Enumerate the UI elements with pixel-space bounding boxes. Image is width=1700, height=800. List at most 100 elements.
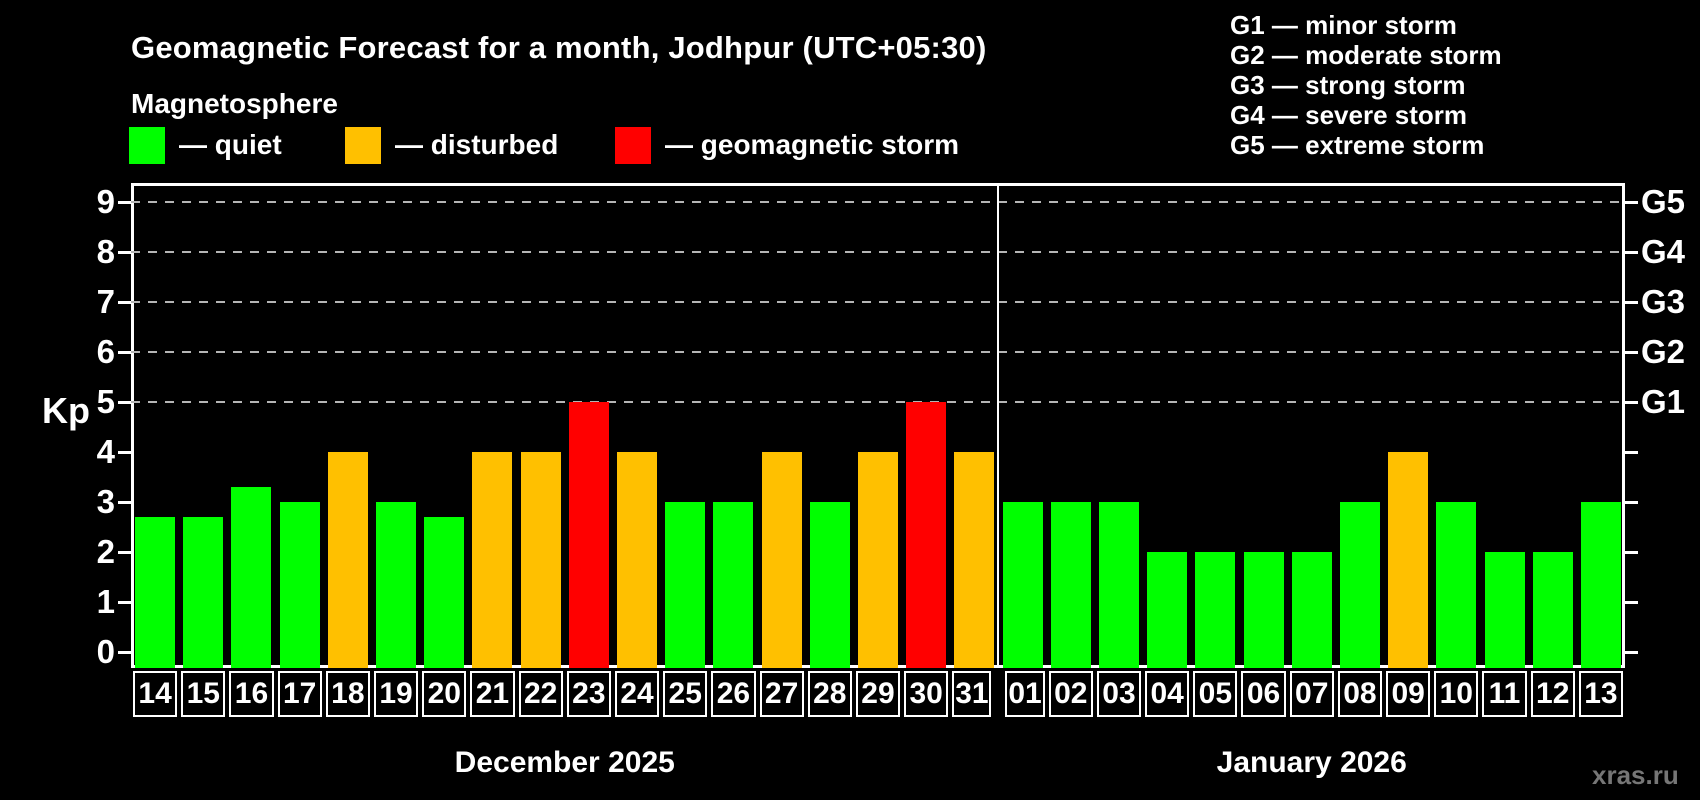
y-tick-right bbox=[1625, 601, 1638, 604]
kp-bar bbox=[568, 402, 609, 668]
y-tick-right bbox=[1625, 201, 1638, 204]
g-axis-label-g1: G1 bbox=[1641, 383, 1686, 420]
kp-bar bbox=[1532, 552, 1573, 668]
day-label: 25 bbox=[663, 671, 708, 717]
y-tick-left bbox=[118, 501, 131, 504]
kp-bar bbox=[1291, 552, 1332, 668]
y-tick-label: 1 bbox=[96, 583, 115, 620]
plot-border-top bbox=[131, 183, 1625, 186]
watermark-xras: xras.ru bbox=[1592, 760, 1679, 790]
y-tick-label: 6 bbox=[96, 333, 115, 370]
y-tick-right bbox=[1625, 351, 1638, 354]
y-tick-label: 5 bbox=[96, 383, 115, 420]
day-label: 24 bbox=[614, 671, 660, 717]
kp-bar bbox=[1098, 502, 1139, 668]
kp-bar bbox=[1484, 552, 1525, 668]
day-label: 05 bbox=[1193, 671, 1238, 717]
g-axis-label-g3: G3 bbox=[1641, 283, 1686, 320]
day-label: 10 bbox=[1434, 671, 1479, 717]
day-label: 27 bbox=[759, 671, 804, 717]
y-tick-right bbox=[1625, 251, 1638, 254]
kp-bar bbox=[1436, 502, 1477, 668]
subtitle-magnetosphere: Magnetosphere bbox=[131, 88, 338, 119]
legend-label-storm: — geomagnetic storm bbox=[665, 129, 960, 160]
y-tick-right bbox=[1625, 501, 1638, 504]
kp-bar bbox=[231, 487, 272, 668]
g-legend-line-g3: G3 — strong storm bbox=[1230, 70, 1466, 100]
y-tick-label: 2 bbox=[96, 533, 115, 570]
y-tick-right bbox=[1625, 451, 1638, 454]
kp-bar bbox=[1050, 502, 1091, 668]
kp-bar bbox=[520, 452, 561, 668]
day-label: 01 bbox=[1005, 671, 1045, 717]
kp-bar bbox=[327, 452, 368, 668]
plot-area: 0 1 2 3 4 5 6 7 8 9 G1 G2 G3 G4 G5 bbox=[97, 183, 1685, 670]
day-label: 17 bbox=[277, 671, 322, 717]
kp-bar bbox=[1147, 552, 1188, 668]
g-axis-label-g2: G2 bbox=[1641, 333, 1686, 370]
day-label: 28 bbox=[807, 671, 852, 717]
month-divider-line bbox=[997, 183, 1000, 668]
kp-bar bbox=[376, 502, 417, 668]
legend-label-quiet: — quiet bbox=[179, 129, 282, 160]
day-label: 14 bbox=[133, 671, 178, 717]
legend-label-disturbed: — disturbed bbox=[395, 129, 559, 160]
kp-bar bbox=[1243, 552, 1284, 668]
kp-bar bbox=[1002, 502, 1043, 668]
gridline-kp9 bbox=[131, 201, 1625, 203]
y-tick-label: 7 bbox=[96, 283, 115, 320]
day-label: 15 bbox=[181, 671, 226, 717]
y-tick-right bbox=[1625, 551, 1638, 554]
y-axis-title-kp: Kp bbox=[42, 390, 90, 431]
y-axis-line bbox=[131, 183, 134, 668]
g-legend-line-g1: G1 — minor storm bbox=[1230, 10, 1457, 40]
quiet-color-swatch bbox=[129, 126, 165, 164]
g-legend-line-g4: G4 — severe storm bbox=[1230, 100, 1468, 130]
day-label: 19 bbox=[373, 671, 419, 717]
y-tick-left bbox=[118, 201, 131, 204]
gridline-kp7 bbox=[131, 301, 1625, 303]
day-label: 18 bbox=[325, 671, 370, 717]
storm-color-swatch bbox=[615, 126, 651, 164]
kp-bar bbox=[424, 517, 465, 668]
kp-bar bbox=[279, 502, 320, 668]
y-tick-label: 3 bbox=[96, 483, 115, 520]
y-tick-right bbox=[1625, 301, 1638, 304]
y-tick-left bbox=[118, 351, 131, 354]
day-label: 11 bbox=[1482, 671, 1527, 717]
g-scale-legend: G1 — minor storm G2 — moderate storm G3 … bbox=[1230, 10, 1502, 160]
kp-bar bbox=[1580, 502, 1621, 668]
kp-bar bbox=[135, 517, 176, 668]
day-label: 21 bbox=[470, 671, 515, 717]
kp-bar bbox=[954, 452, 995, 668]
day-label: 31 bbox=[952, 671, 992, 717]
legend-item-disturbed: — disturbed bbox=[345, 126, 558, 164]
day-label: 20 bbox=[422, 671, 467, 717]
day-label: 02 bbox=[1048, 671, 1093, 717]
day-label: 04 bbox=[1145, 671, 1190, 717]
day-label: 12 bbox=[1530, 671, 1575, 717]
y-tick-right bbox=[1625, 401, 1638, 404]
g-legend-line-g5: G5 — extreme storm bbox=[1230, 130, 1485, 160]
day-label: 09 bbox=[1386, 671, 1431, 717]
y-tick-right bbox=[1625, 651, 1638, 654]
day-label: 13 bbox=[1578, 671, 1623, 717]
y-tick-left bbox=[118, 401, 131, 404]
day-label: 23 bbox=[566, 671, 611, 717]
day-label: 30 bbox=[904, 671, 949, 717]
kp-bar bbox=[1195, 552, 1236, 668]
day-label: 26 bbox=[711, 671, 756, 717]
g-axis-label-g5: G5 bbox=[1641, 183, 1686, 220]
page-title: Geomagnetic Forecast for a month, Jodhpu… bbox=[131, 30, 987, 65]
day-label: 06 bbox=[1241, 671, 1286, 717]
gridline-kp5 bbox=[131, 401, 1625, 403]
day-label: 16 bbox=[229, 671, 274, 717]
g-legend-line-g2: G2 — moderate storm bbox=[1230, 40, 1502, 70]
legend-item-storm: — geomagnetic storm bbox=[615, 126, 959, 164]
month-label-january: January 2026 bbox=[1216, 746, 1407, 779]
gridline-kp8 bbox=[131, 251, 1625, 253]
kp-bar bbox=[1339, 502, 1380, 668]
y-tick-label: 0 bbox=[96, 633, 115, 670]
day-label: 03 bbox=[1096, 671, 1142, 717]
kp-bar bbox=[1388, 452, 1429, 668]
